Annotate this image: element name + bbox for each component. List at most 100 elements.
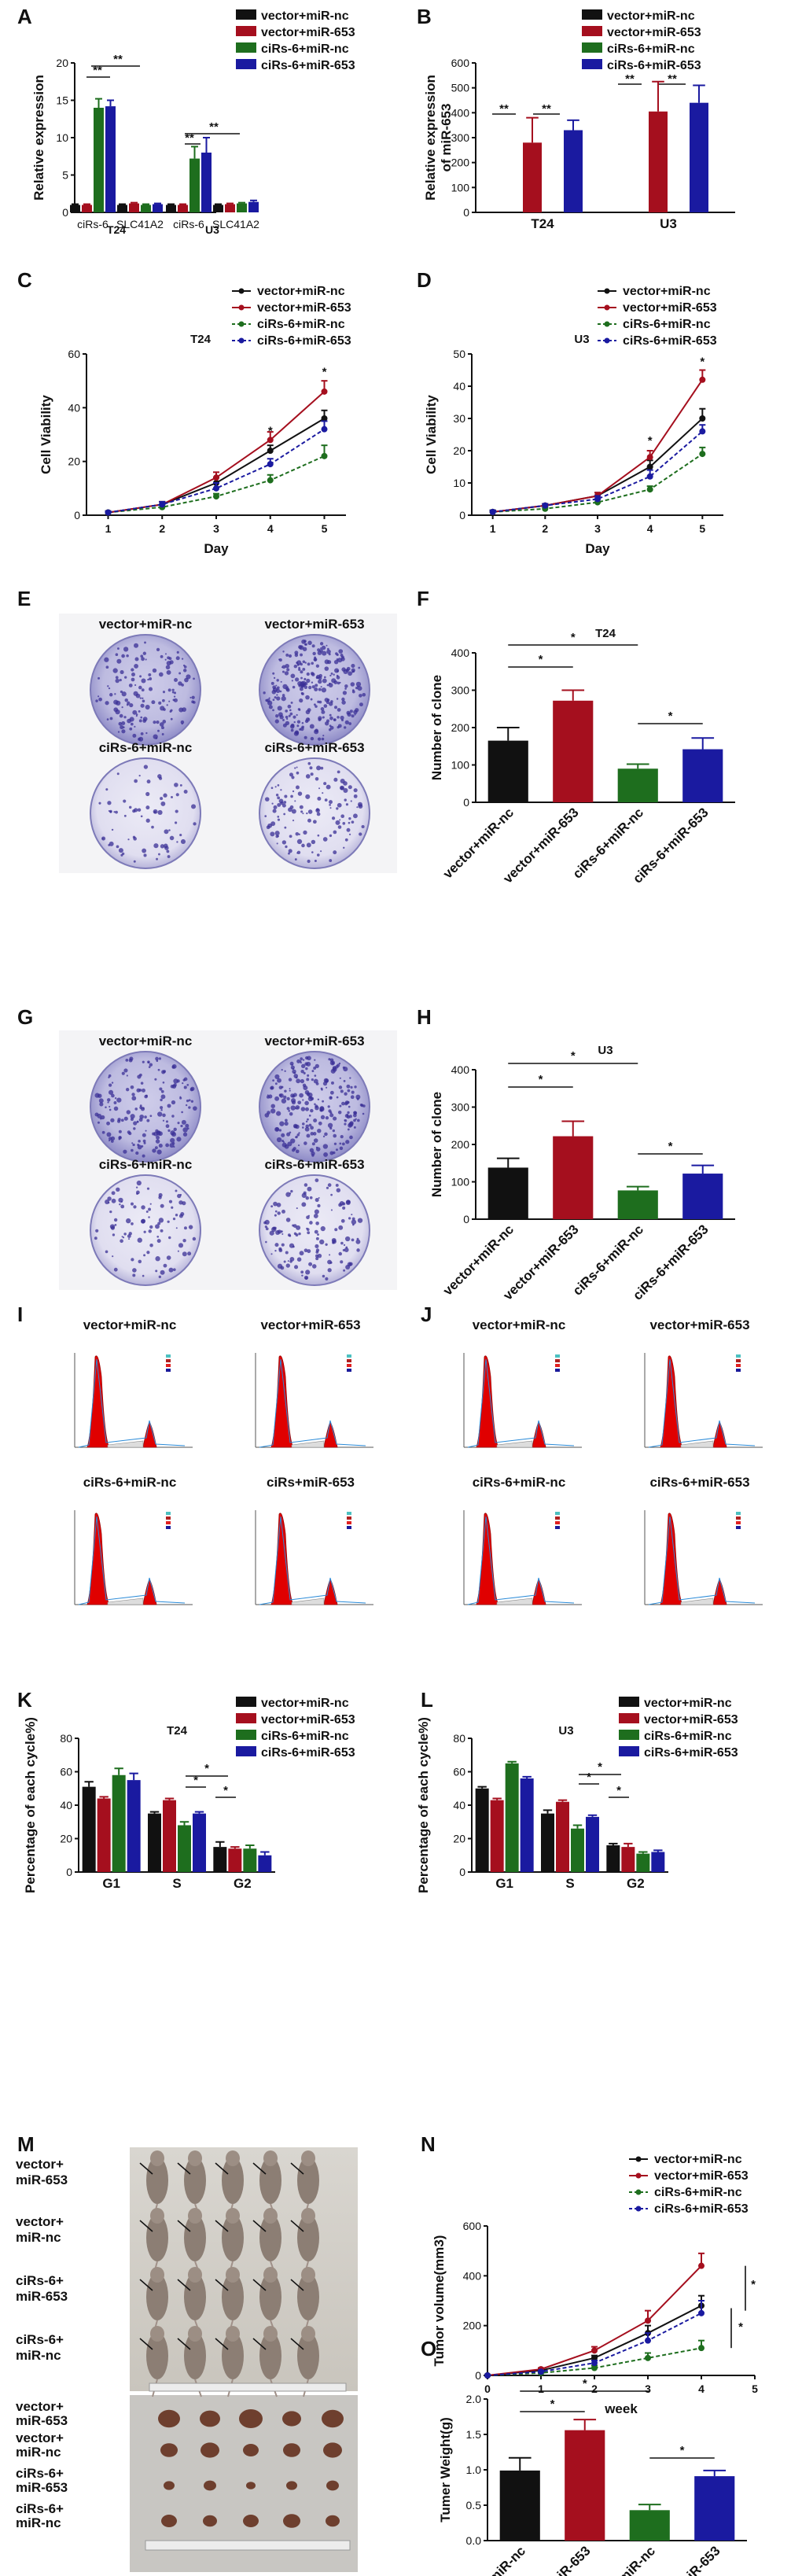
colony: [316, 853, 320, 857]
colony: [362, 692, 366, 697]
g1-peak: [476, 1355, 499, 1448]
chart-title: T24: [190, 333, 212, 346]
colony: [178, 1243, 184, 1248]
colony: [139, 1114, 145, 1119]
x-tick-label: 3: [594, 522, 601, 535]
tumor-arrow: [215, 2220, 229, 2232]
colony: [277, 796, 281, 800]
colony: [326, 698, 330, 702]
colony: [303, 830, 307, 835]
mouse-head: [263, 2150, 278, 2166]
mouse-head: [188, 2326, 202, 2342]
colony: [337, 1063, 340, 1067]
colony: [272, 672, 275, 675]
colony: [148, 1207, 152, 1211]
mouse-head: [301, 2150, 315, 2166]
colony: [174, 783, 178, 787]
colony: [124, 698, 128, 702]
legend-label: ciRs-6+miR-653: [623, 334, 717, 348]
colony: [160, 1270, 165, 1275]
bar-3-0: [520, 1778, 534, 1872]
colony: [317, 834, 320, 837]
colony: [300, 1060, 302, 1063]
histogram-legend-swatch: [347, 1354, 351, 1358]
colony: [167, 688, 171, 692]
bar-2-0: [112, 1774, 126, 1872]
legend-label: ciRs-6+miR-653: [644, 1746, 738, 1760]
colony: [356, 1248, 360, 1252]
y-tick-label: 40: [453, 1799, 465, 1811]
colony: [127, 1238, 131, 1240]
colony: [289, 1088, 291, 1090]
colony: [131, 1258, 134, 1262]
plate-label: ciRs-6+miR-nc: [99, 740, 193, 755]
s-phase: [496, 1440, 533, 1448]
x-tick-label: U3: [660, 216, 677, 231]
colony: [326, 644, 328, 647]
y-tick-label: 100: [451, 1176, 470, 1188]
colony: [276, 842, 278, 845]
colony: [142, 697, 144, 699]
colony: [270, 681, 274, 685]
colony: [340, 786, 344, 790]
colony: [293, 720, 296, 724]
colony: [107, 1196, 112, 1201]
plate-label: vector+miR-nc: [99, 1034, 193, 1048]
legend-swatch: [582, 26, 602, 36]
colony: [134, 779, 138, 783]
colony: [279, 690, 282, 693]
colony: [298, 645, 303, 650]
colony: [157, 809, 163, 816]
fit-curve: [78, 1516, 186, 1605]
colony: [149, 677, 153, 680]
colony: [191, 700, 195, 704]
colony: [296, 713, 298, 717]
colony: [307, 1074, 310, 1077]
legend-label: ciRs-6+miR-nc: [607, 42, 695, 56]
colony: [309, 1148, 315, 1153]
colony: [168, 1267, 174, 1273]
colony: [141, 1145, 144, 1148]
colony: [171, 795, 173, 798]
bar-1-1: [129, 203, 139, 212]
histogram-legend-swatch: [555, 1526, 560, 1529]
colony: [299, 805, 304, 809]
colony: [279, 1093, 284, 1098]
colony: [274, 696, 277, 699]
mouse: [222, 2332, 244, 2379]
colony: [351, 714, 355, 718]
colony: [332, 1066, 337, 1071]
colony: [180, 1211, 185, 1217]
bar-0: [487, 1167, 528, 1219]
colony: [139, 1104, 142, 1107]
colony: [109, 693, 113, 697]
colony: [315, 1178, 319, 1182]
x-axis-title: week: [604, 2401, 638, 2416]
colony: [281, 694, 285, 697]
colony: [193, 677, 195, 680]
colony: [145, 1130, 147, 1132]
colony: [164, 653, 167, 655]
colony: [337, 1110, 342, 1115]
colony: [187, 1251, 192, 1256]
mouse-head: [226, 2150, 240, 2166]
colony: [290, 794, 293, 798]
colony: [295, 831, 300, 836]
chart-A: 0 5 10 15 20 Relative expression ciRs-6 SLC41A2…: [31, 9, 355, 236]
colony: [168, 829, 171, 831]
colony: [348, 785, 352, 790]
colony: [265, 698, 268, 702]
point-1-3: [645, 2317, 651, 2324]
colony: [111, 1082, 114, 1084]
x-tick-label: 5: [699, 522, 705, 535]
y-tick-label: 1.5: [466, 2428, 482, 2441]
colony: [147, 678, 149, 681]
colony: [144, 1115, 147, 1118]
colony: [171, 1115, 175, 1118]
colony: [329, 800, 333, 805]
colony: [362, 1104, 366, 1107]
colony: [152, 668, 157, 673]
tumor-arrow: [252, 2220, 267, 2232]
colony: [338, 1225, 344, 1230]
bar-0-0: [70, 205, 80, 212]
